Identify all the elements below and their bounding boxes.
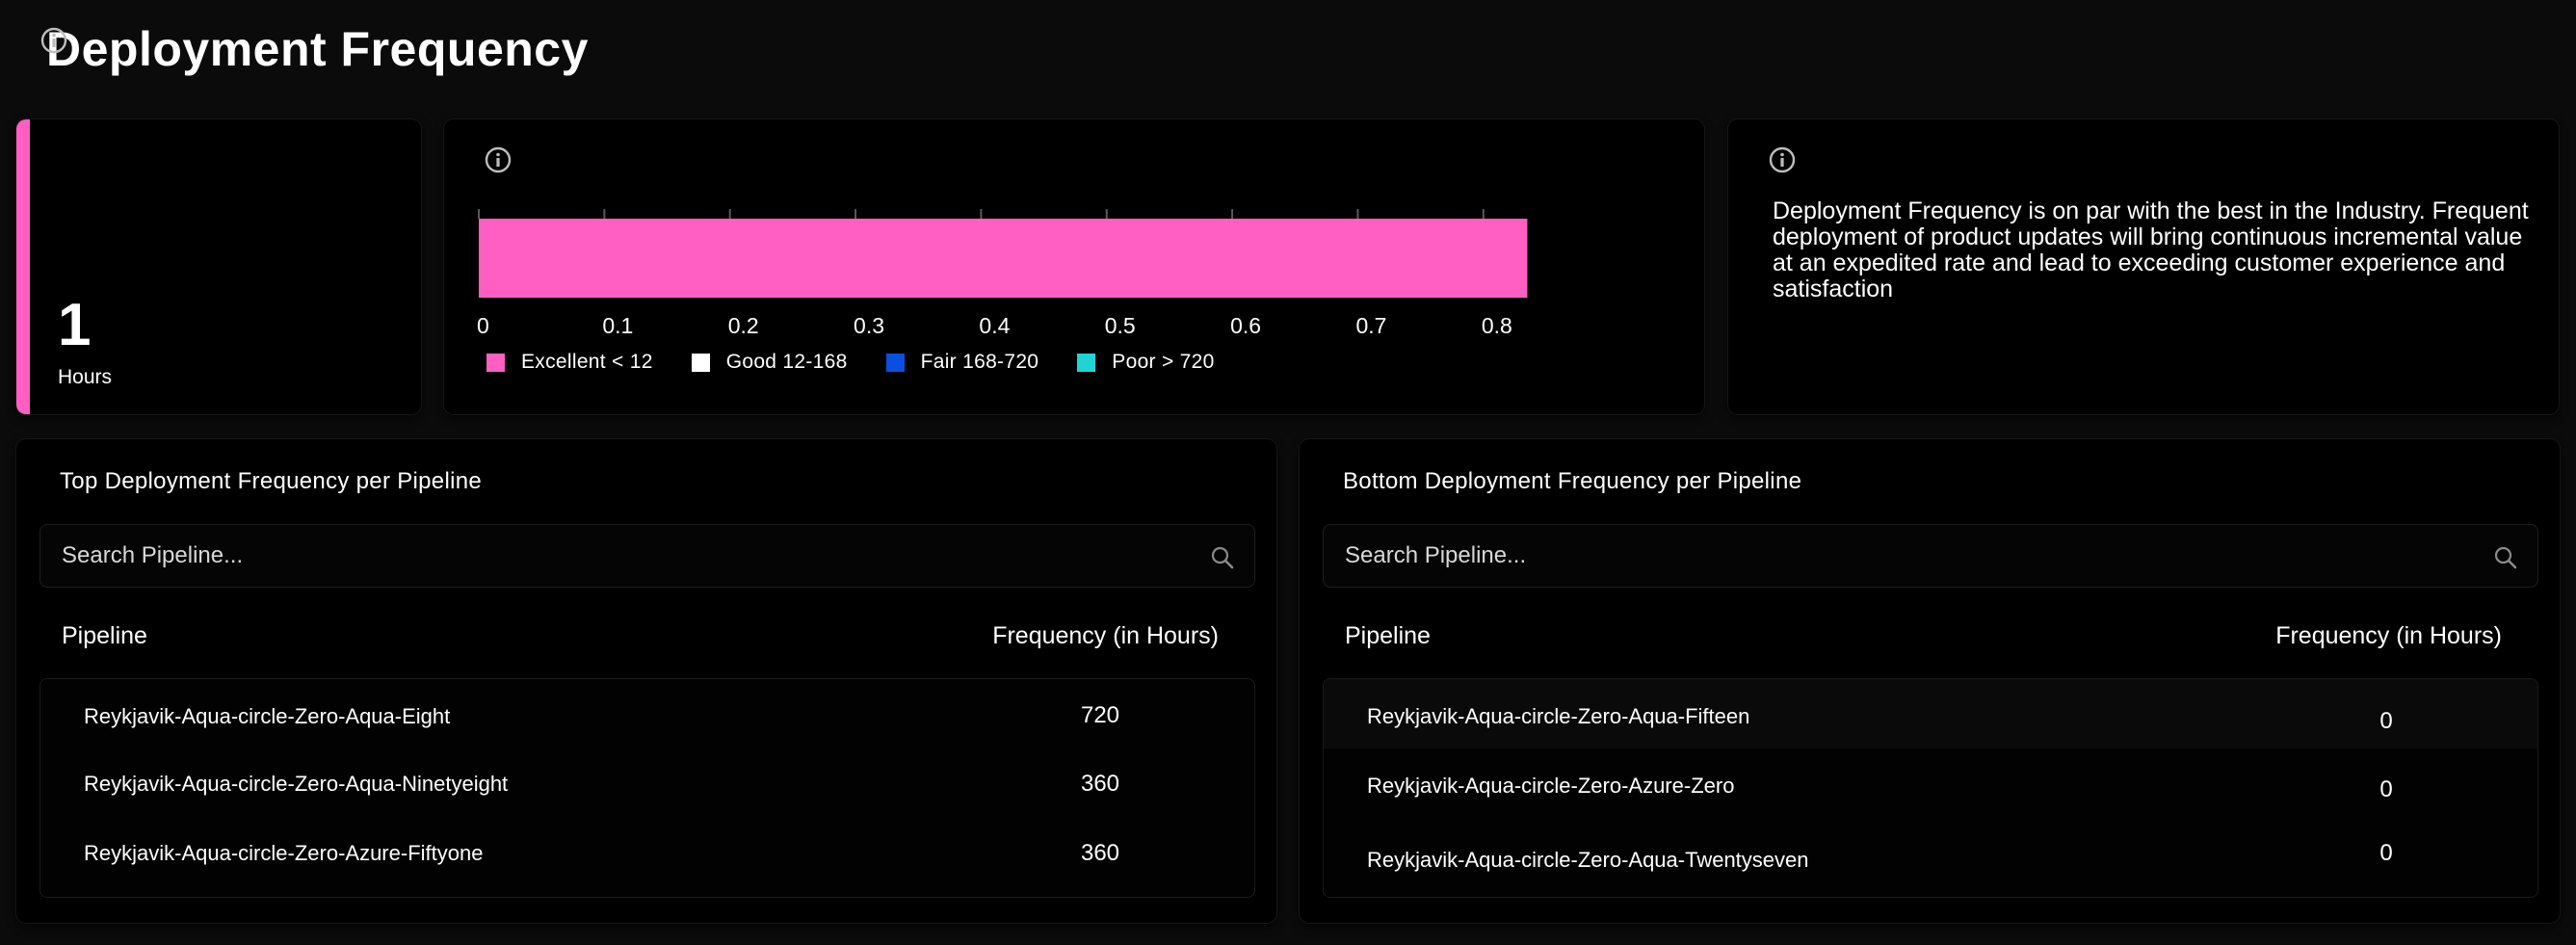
pipeline-frequency: 0 — [2379, 708, 2393, 734]
table-row[interactable]: Reykjavik-Aqua-circle-Zero-Aqua-Eight 72… — [40, 679, 1254, 748]
table-row[interactable]: Reykjavik-Aqua-circle-Zero-Azure-Zero 0 — [1324, 748, 2537, 818]
legend-item: Poor > 720 — [1077, 351, 1214, 374]
description-text: Deployment Frequency is on par with the … — [1773, 197, 2529, 302]
top-table-title: Top Deployment Frequency per Pipeline — [60, 468, 483, 494]
info-icon[interactable] — [1768, 145, 1797, 174]
pipeline-frequency: 0 — [2379, 840, 2393, 866]
top-search-box — [39, 524, 1255, 588]
chart-legend: Excellent < 12 Good 12-168 Fair 168-720 Poo… — [486, 351, 1253, 374]
pipeline-frequency: 360 — [1080, 840, 1120, 866]
chart-ticks: 0 0.1 0.2 0.3 0.4 0.5 0.6 0.7 0.8 — [477, 209, 1512, 338]
frequency-column-header[interactable]: Frequency (in Hours) — [2275, 622, 2502, 649]
info-icon[interactable] — [484, 145, 513, 174]
metric-unit: Hours — [58, 366, 113, 388]
bottom-table-body: Reykjavik-Aqua-circle-Zero-Aqua-Fifteen … — [1323, 678, 2538, 898]
bottom-table-title: Bottom Deployment Frequency per Pipeline — [1343, 468, 1802, 494]
chart-tick-label: 0.1 — [602, 313, 633, 338]
legend-item: Fair 168-720 — [885, 351, 1039, 374]
legend-swatch — [486, 353, 505, 372]
chart-tick-label: 0 — [477, 313, 489, 338]
pipeline-name: Reykjavik-Aqua-circle-Zero-Azure-Fiftyon… — [84, 841, 484, 865]
legend-swatch — [885, 353, 905, 372]
page-title: Deployment Frequency — [46, 22, 589, 76]
pipeline-column-header[interactable]: Pipeline — [1345, 622, 1431, 649]
chart-tick-label: 0.2 — [728, 313, 759, 338]
top-search-input[interactable] — [40, 525, 1254, 587]
chart-tick-label: 0.5 — [1105, 313, 1136, 338]
pipeline-name: Reykjavik-Aqua-circle-Zero-Aqua-Fifteen — [1367, 704, 1750, 728]
frequency-chart-card: 0 0.1 0.2 0.3 0.4 0.5 0.6 0.7 0.8 Excellent < 12… — [444, 119, 1704, 414]
legend-item: Good 12-168 — [691, 351, 848, 374]
legend-label: Good 12-168 — [725, 351, 848, 373]
bottom-search-box — [1323, 524, 2538, 588]
legend-label: Poor > 720 — [1112, 351, 1215, 373]
pipeline-name: Reykjavik-Aqua-circle-Zero-Aqua-Twentyse… — [1367, 848, 1809, 872]
metric-accent-bar — [16, 119, 30, 414]
chart-tick-label: 0.7 — [1355, 313, 1386, 338]
top-pipelines-card: Top Deployment Frequency per Pipeline Pi… — [16, 439, 1276, 923]
chart-bar — [479, 219, 1528, 298]
table-row[interactable]: Reykjavik-Aqua-circle-Zero-Aqua-Twentyse… — [1324, 818, 2537, 887]
table-row[interactable]: Reykjavik-Aqua-circle-Zero-Aqua-Ninetyei… — [40, 748, 1254, 818]
chart-tick-label: 0.4 — [979, 313, 1010, 338]
table-row[interactable]: Reykjavik-Aqua-circle-Zero-Aqua-Fifteen … — [1324, 679, 2537, 748]
pipeline-frequency: 720 — [1080, 702, 1120, 728]
pipeline-name: Reykjavik-Aqua-circle-Zero-Aqua-Eight — [84, 704, 451, 728]
metric-card: 1 Hours — [16, 27, 421, 414]
legend-label: Excellent < 12 — [521, 351, 653, 373]
chart-tick-label: 0.6 — [1230, 313, 1261, 338]
frequency-column-header[interactable]: Frequency (in Hours) — [992, 622, 1219, 649]
chart-tick-label: 0.3 — [854, 313, 884, 338]
top-table-body: Reykjavik-Aqua-circle-Zero-Aqua-Eight 72… — [39, 678, 1255, 898]
search-icon[interactable] — [1210, 545, 1235, 570]
table-row[interactable]: Reykjavik-Aqua-circle-Zero-Azure-Fiftyon… — [40, 818, 1254, 887]
metric-value: 1 — [58, 292, 92, 358]
description-card: Deployment Frequency is on par with the … — [1728, 119, 2559, 414]
bottom-search-input[interactable] — [1324, 525, 2537, 587]
pipeline-column-header[interactable]: Pipeline — [62, 622, 147, 649]
pipeline-frequency: 360 — [1080, 771, 1120, 797]
legend-label: Fair 168-720 — [920, 351, 1039, 373]
search-icon[interactable] — [2493, 545, 2518, 570]
legend-item: Excellent < 12 — [486, 351, 653, 374]
frequency-chart: 0 0.1 0.2 0.3 0.4 0.5 0.6 0.7 0.8 — [477, 209, 1528, 338]
legend-swatch — [691, 353, 710, 372]
legend-swatch — [1077, 353, 1096, 372]
bottom-pipelines-card: Bottom Deployment Frequency per Pipeline… — [1300, 439, 2560, 923]
chart-tick-label: 0.8 — [1482, 313, 1512, 338]
pipeline-name: Reykjavik-Aqua-circle-Zero-Aqua-Ninetyei… — [84, 772, 509, 796]
pipeline-frequency: 0 — [2379, 776, 2393, 802]
pipeline-name: Reykjavik-Aqua-circle-Zero-Azure-Zero — [1367, 774, 1735, 798]
